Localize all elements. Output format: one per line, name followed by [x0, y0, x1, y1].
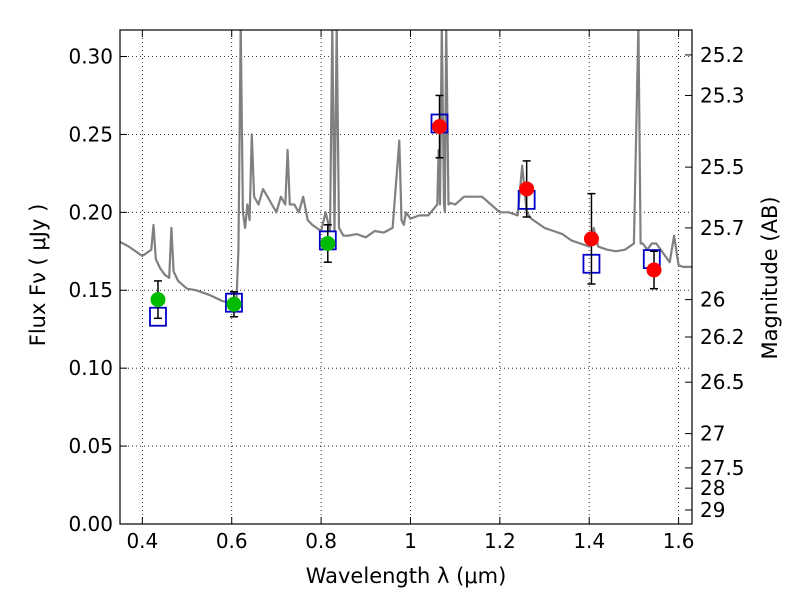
data-point [583, 231, 599, 247]
x-tick-label: 0.8 [305, 529, 337, 553]
axes-frame [119, 29, 693, 525]
plot-frame [119, 29, 693, 525]
y-tick-label: 0.30 [68, 44, 113, 68]
right-tick-label: 29 [700, 498, 725, 522]
data-point [432, 119, 448, 135]
right-tick-label: 28 [700, 476, 725, 500]
plot-area [120, 30, 692, 327]
y-tick-label: 0.00 [68, 512, 113, 536]
right-tick-label: 26 [700, 288, 725, 312]
right-tick-label: 25.7 [700, 216, 745, 240]
data-point [646, 262, 662, 278]
x-tick-label: 1.2 [484, 529, 516, 553]
y-tick-label: 0.25 [68, 122, 113, 146]
tick-marks [120, 30, 692, 525]
spectrum-line [120, 30, 692, 307]
y-axis-label: Flux Fν ( μJy ) [26, 204, 50, 347]
y-tick-label: 0.15 [68, 278, 113, 302]
x-tick-label: 0.6 [216, 529, 248, 553]
data-point [226, 296, 242, 312]
x-tick-label: 1 [404, 529, 417, 553]
right-axis-label: Magnitude (AB) [758, 196, 782, 359]
grid-lines [120, 30, 692, 525]
right-tick-label: 25.3 [700, 83, 745, 107]
right-tick-label: 27.5 [700, 456, 745, 480]
y-tick-labels: 0.00 0.05 0.10 0.15 0.20 0.25 0.30 [68, 44, 113, 536]
x-tick-labels: 0.4 0.6 0.8 1 1.2 1.4 1.6 [126, 529, 694, 553]
y-tick-label: 0.05 [68, 434, 113, 458]
x-tick-label: 1.6 [663, 529, 695, 553]
y-tick-label: 0.20 [68, 200, 113, 224]
x-axis-label: Wavelength λ (μm) [306, 564, 507, 588]
right-tick-label: 26.2 [700, 325, 745, 349]
data-point [320, 235, 336, 251]
right-tick-label: 25.2 [700, 43, 745, 67]
data-point [150, 292, 166, 308]
right-tick-label: 26.5 [700, 370, 745, 394]
x-tick-label: 0.4 [126, 529, 158, 553]
y-tick-label: 0.10 [68, 356, 113, 380]
x-tick-label: 1.4 [573, 529, 605, 553]
right-tick-label: 27 [700, 422, 725, 446]
data-point [519, 181, 535, 197]
right-tick-label: 25.5 [700, 155, 745, 179]
